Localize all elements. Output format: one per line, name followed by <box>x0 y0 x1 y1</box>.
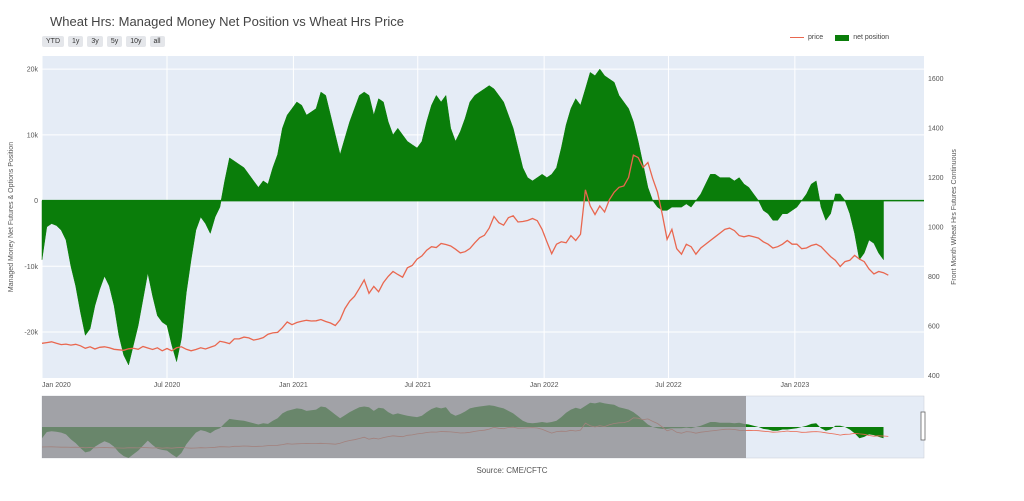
price-line <box>41 154 889 352</box>
y-right-tick-label: 400 <box>928 373 940 380</box>
x-tick-label: Jan 2023 <box>780 382 809 389</box>
y-left-tick-label: 10k <box>27 132 39 139</box>
y-left-tick-label: -20k <box>24 330 38 337</box>
left-axis-ticks: 20k 10k 0 -10k -20k <box>24 67 38 337</box>
y-right-tick-label: 1600 <box>928 76 944 83</box>
y-right-tick-label: 800 <box>928 274 940 281</box>
right-axis-ticks: 1600 1400 1200 1000 800 600 400 <box>928 76 944 380</box>
y-right-tick-label: 1000 <box>928 224 944 231</box>
x-tick-label: Jan 2020 <box>42 382 71 389</box>
range-button-5y[interactable]: 5y <box>106 36 123 47</box>
x-tick-label: Jan 2022 <box>530 382 559 389</box>
range-button-1y[interactable]: 1y <box>68 36 84 47</box>
range-button-3y[interactable]: 3y <box>87 36 103 47</box>
legend-label-net-position: net position <box>853 34 889 41</box>
legend-item-price[interactable]: price <box>790 34 823 41</box>
x-axis-ticks: Jan 2020 Jul 2020 Jan 2021 Jul 2021 Jan 2022… <box>42 382 809 389</box>
range-slider-mask <box>42 396 746 458</box>
y-right-tick-label: 1200 <box>928 175 944 182</box>
x-tick-label: Jul 2022 <box>655 382 682 389</box>
range-slider-handle[interactable] <box>920 411 926 441</box>
legend: price net position <box>790 34 901 41</box>
y-right-tick-label: 1400 <box>928 125 944 132</box>
source-note: Source: CME/CFTC <box>476 466 548 475</box>
range-button-10y[interactable]: 10y <box>126 36 146 47</box>
net-position-area <box>41 68 884 366</box>
legend-item-net-position[interactable]: net position <box>835 34 889 41</box>
y-left-tick-label: -10k <box>24 264 38 271</box>
range-selector: YTD 1y 3y 5y 10y all <box>42 36 165 47</box>
x-tick-label: Jul 2020 <box>154 382 181 389</box>
net-position-series <box>41 68 884 366</box>
y-right-tick-label: 600 <box>928 323 940 330</box>
x-tick-label: Jan 2021 <box>279 382 308 389</box>
range-slider[interactable] <box>41 395 926 459</box>
range-button-all[interactable]: all <box>149 36 165 47</box>
chart-title: Wheat Hrs: Managed Money Net Position vs… <box>50 14 405 29</box>
legend-label-price: price <box>808 34 824 41</box>
legend-swatch-net-position <box>835 34 850 41</box>
x-tick-label: Jul 2021 <box>405 382 432 389</box>
y-axis-right-label: Front Month Wheat Hrs Futures Continuous <box>951 149 958 285</box>
price-series <box>41 154 889 352</box>
range-button-ytd[interactable]: YTD <box>42 36 64 47</box>
y-left-tick-label: 0 <box>34 198 38 205</box>
y-left-tick-label: 20k <box>27 67 39 74</box>
legend-swatch-price <box>790 37 804 38</box>
y-axis-left-label: Managed Money Net Futures & Options Posi… <box>8 142 15 292</box>
